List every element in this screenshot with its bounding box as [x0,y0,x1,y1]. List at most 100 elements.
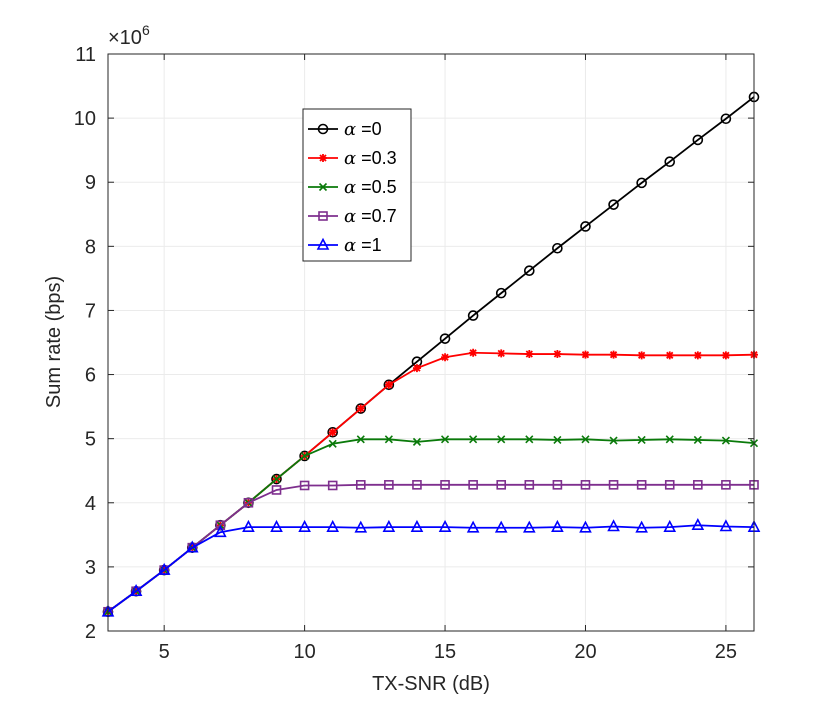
data-point-marker [356,435,365,444]
data-point-marker [608,199,619,210]
data-point-marker [467,310,479,321]
data-point-marker [721,480,731,490]
legend-marker [318,182,328,192]
legend-label: α =0 [344,119,382,140]
legend-label: α =0.7 [344,206,397,227]
y-tick-label: 9 [85,172,96,194]
data-point-marker [438,519,452,532]
data-point-marker [495,287,507,299]
data-point-marker [354,520,368,533]
data-point-marker [327,480,338,491]
data-point-marker [440,435,450,444]
plot-area [108,54,754,631]
data-point-marker [581,435,590,444]
data-point-marker [693,351,702,360]
data-point-marker [693,480,703,490]
data-point-marker [440,480,450,490]
data-point-marker [468,480,478,490]
data-point-marker [551,519,564,532]
legend-marker [319,154,327,162]
data-point-marker [553,350,562,359]
data-point-marker [326,519,340,532]
data-point-marker [553,435,562,445]
data-point-marker [664,156,676,168]
y-tick-label: 10 [74,108,96,130]
data-point-marker [328,428,337,437]
axis-ticks: 5 10 15 20 25 2 3 4 5 6 7 8 9 10 11 [74,44,754,663]
data-point-marker [384,480,394,490]
data-point-marker [637,351,646,360]
data-point-marker [609,436,618,445]
data-point-marker [469,348,478,357]
data-point-marker [721,351,730,360]
x-tick-label: 10 [293,641,315,663]
plot-frame [107,53,755,632]
legend-entry: α =0.5 [308,177,397,198]
data-point-marker [525,350,534,359]
data-point-marker [497,435,506,444]
data-point-marker [215,520,226,531]
data-point-marker [607,519,620,532]
y-tick-label: 8 [85,236,96,258]
data-point-marker [355,403,367,414]
data-point-marker [524,265,535,276]
x-tick-label: 15 [434,641,456,663]
x-tick-label: 20 [574,641,596,663]
data-point-marker [636,480,647,490]
data-point-marker [469,435,478,444]
series-layer [101,91,761,618]
data-point-marker [410,519,424,532]
data-point-marker [637,435,646,445]
data-point-marker [300,451,309,461]
data-point-marker [157,562,171,575]
data-point-marker [692,134,704,146]
data-point-marker [299,450,310,462]
data-point-marker [720,113,732,125]
x-axis-title: TX-SNR (dB) [372,673,490,695]
data-point-marker [691,517,705,531]
data-point-marker [243,497,254,508]
data-point-marker [665,435,674,444]
data-point-marker [721,436,730,445]
y-axis-title: Sum rate (bps) [43,276,65,408]
data-point-marker [129,584,143,597]
data-point-marker [270,519,283,532]
data-point-marker [635,520,648,533]
data-point-marker [271,473,282,485]
data-point-marker [579,520,592,533]
legend-label: α =0.3 [344,148,397,169]
data-point-marker [383,379,395,391]
data-point-marker [663,519,677,532]
data-point-marker [719,519,733,532]
y-axis-multiplier: ×106 [108,22,150,49]
data-point-marker [271,485,282,495]
series-alpha-3 [103,480,759,617]
data-point-marker [524,480,535,490]
data-point-marker [299,480,310,491]
data-point-marker [185,540,199,553]
data-point-marker [412,480,422,490]
x-tick-label: 5 [159,641,170,663]
data-point-marker [328,439,337,448]
data-point-marker [355,480,366,490]
data-point-marker [298,519,311,532]
data-point-marker [608,480,619,490]
grid [108,54,754,631]
series-alpha-4 [101,517,761,617]
data-point-marker [580,480,591,490]
y-tick-label: 5 [85,429,96,451]
y-tick-label: 2 [85,621,96,643]
data-point-marker [525,435,534,444]
data-point-marker [664,480,675,490]
data-point-marker [384,435,393,444]
legend-marker [316,237,330,250]
legend: α =0 α =0.3 α =0.5 α =0.7 α =1 [302,108,412,262]
data-point-marker [497,349,506,358]
data-point-marker [636,177,647,189]
legend-entry: α =0.7 [308,206,397,227]
data-point-marker [552,480,563,490]
data-point-marker [412,364,421,373]
x-tick-label: 25 [715,641,737,663]
data-point-marker [552,242,563,254]
